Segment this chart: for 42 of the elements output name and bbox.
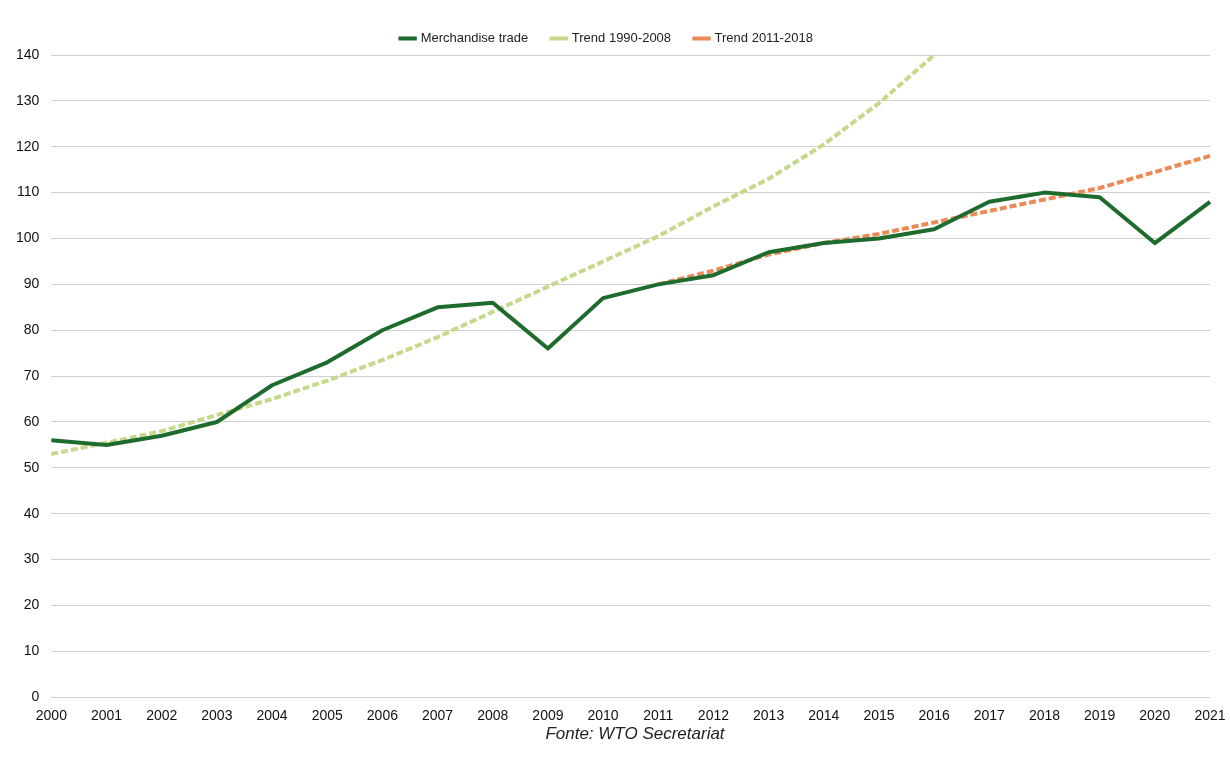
y-tick-label: 50 xyxy=(23,458,40,475)
y-tick-label: 80 xyxy=(23,321,40,338)
x-tick-label: 2020 xyxy=(1139,707,1171,724)
x-tick-label: 2014 xyxy=(808,707,840,724)
y-tick-label: 0 xyxy=(31,688,40,705)
y-tick-label: 30 xyxy=(23,550,40,567)
x-tick-label: 2018 xyxy=(1028,707,1061,724)
y-tick-label: 90 xyxy=(23,275,40,292)
y-tick-label: 120 xyxy=(16,137,40,154)
x-tick-label: 2013 xyxy=(753,707,785,724)
y-tick-label: 110 xyxy=(17,183,40,200)
x-tick-label: 2007 xyxy=(421,707,454,724)
x-tick-label: 2016 xyxy=(918,707,950,724)
x-tick-label: 2000 xyxy=(35,707,68,724)
x-tick-label: 2009 xyxy=(532,707,564,724)
y-tick-label: 100 xyxy=(16,229,40,246)
x-tick-label: 2004 xyxy=(256,707,288,724)
x-tick-label: 2011 xyxy=(643,707,674,724)
x-tick-label: 2005 xyxy=(311,707,344,724)
y-tick-label: 140 xyxy=(16,45,40,62)
x-tick-label: 2008 xyxy=(477,707,509,724)
y-tick-label: 20 xyxy=(23,596,40,613)
legend-label: Merchandise trade xyxy=(420,30,529,46)
y-tick-label: 60 xyxy=(23,412,40,429)
x-tick-label: 2019 xyxy=(1084,707,1116,724)
x-tick-label: 2021 xyxy=(1194,707,1226,724)
y-tick-label: 70 xyxy=(23,366,40,383)
line-series xyxy=(49,55,937,457)
x-tick-label: 2012 xyxy=(697,707,730,724)
x-tick-label: 2017 xyxy=(973,707,1006,724)
y-tick-label: 130 xyxy=(16,91,40,108)
x-tick-label: 2003 xyxy=(201,707,233,724)
x-tick-label: 2002 xyxy=(146,707,178,724)
source-note: Fonte: WTO Secretariat xyxy=(544,724,726,744)
x-tick-label: 2001 xyxy=(90,707,123,724)
legend-label: Trend 2011-2018 xyxy=(714,30,813,46)
y-tick-label: 40 xyxy=(23,504,40,521)
legend-label: Trend 1990-2008 xyxy=(571,30,672,46)
x-tick-label: 2015 xyxy=(863,707,895,724)
y-tick-label: 10 xyxy=(23,642,40,659)
x-tick-label: 2006 xyxy=(366,707,399,724)
x-tick-label: 2010 xyxy=(587,707,619,724)
